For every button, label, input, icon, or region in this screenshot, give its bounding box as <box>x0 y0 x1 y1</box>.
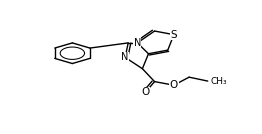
Text: O: O <box>170 80 178 90</box>
Text: CH₃: CH₃ <box>210 77 227 86</box>
Text: N: N <box>134 38 141 48</box>
Text: S: S <box>171 30 177 40</box>
Text: N: N <box>122 52 129 62</box>
Text: O: O <box>141 87 150 97</box>
